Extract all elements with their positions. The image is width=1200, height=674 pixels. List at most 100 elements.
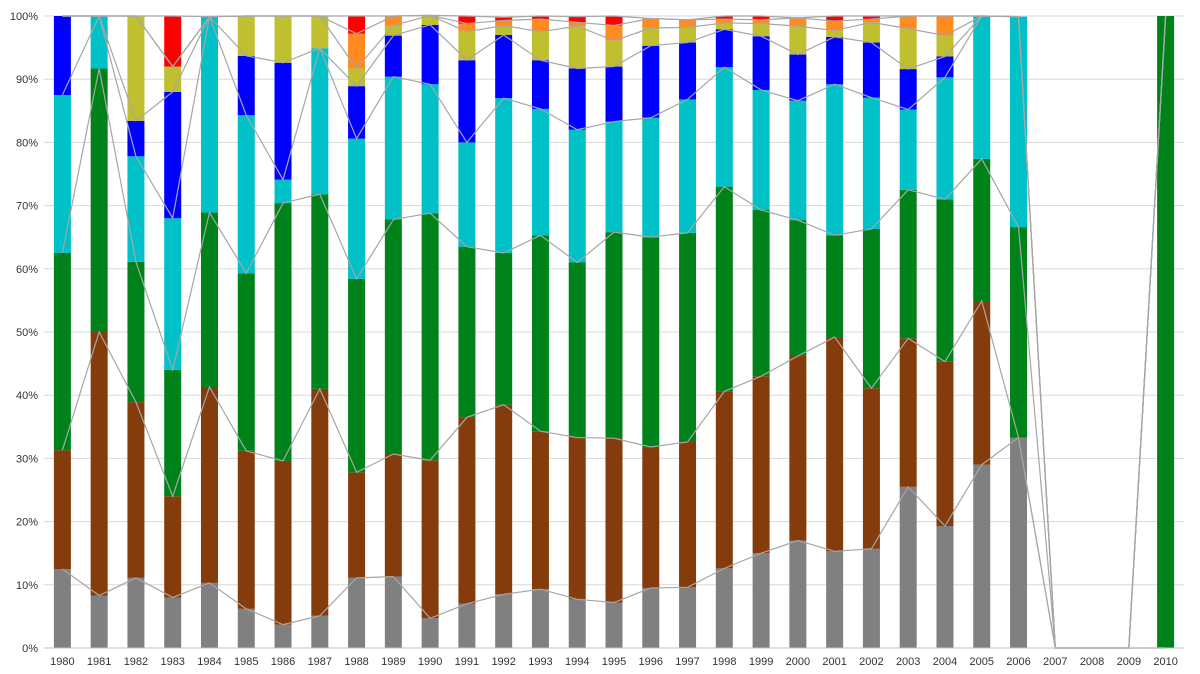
x-tick-label: 1996 xyxy=(639,656,663,668)
x-tick-label: 2000 xyxy=(786,656,810,668)
bar-segment-2003-s1 xyxy=(899,486,917,648)
bar-segment-1993-s5 xyxy=(531,60,549,109)
series-line-1 xyxy=(62,436,1166,649)
bar-segment-1992-s6 xyxy=(495,25,513,35)
series-line-3 xyxy=(61,15,1167,649)
bar-segment-1985-s6 xyxy=(237,16,255,56)
bar-segment-1982-s6 xyxy=(127,16,145,121)
x-tick-label: 2005 xyxy=(969,656,993,668)
bar-segment-1994-s2 xyxy=(568,437,586,600)
bar-segment-1992-s3 xyxy=(495,253,513,405)
bar-segment-1996-s5 xyxy=(642,45,660,118)
x-axis-tick-labels: 1980 1981 1982 1983 1984 1985 1986 1987 1988 1989… xyxy=(50,656,1178,668)
bar-segment-2003-s5 xyxy=(899,69,917,110)
bar-segment-1990-s2 xyxy=(421,460,439,619)
bar-segment-1983-s5 xyxy=(164,91,182,219)
bar-segment-1994-s8 xyxy=(568,16,586,23)
x-tick-label: 1993 xyxy=(528,656,552,668)
series-line-2 xyxy=(61,299,1166,649)
bar-segment-2000-s3 xyxy=(789,220,807,357)
bar-segment-1998-s2 xyxy=(715,391,733,569)
bar-segment-2000-s5 xyxy=(789,54,807,101)
bar-segment-2002-s7 xyxy=(862,19,880,23)
bar-segment-1992-s1 xyxy=(495,594,513,648)
bar-segment-1983-s2 xyxy=(164,496,182,598)
bar-segment-1999-s3 xyxy=(752,210,770,377)
bar-segment-1989-s3 xyxy=(384,219,402,454)
bar-segment-1981-s1 xyxy=(90,595,108,648)
x-tick-label: 1991 xyxy=(455,656,479,668)
bar-segment-1991-s5 xyxy=(458,60,476,143)
x-tick-label: 1988 xyxy=(344,656,368,668)
bar-segment-1981-s4 xyxy=(90,16,108,69)
y-tick-label: 60% xyxy=(16,264,38,276)
bar-segment-1990-s1 xyxy=(421,618,439,648)
bar-segment-2000-s6 xyxy=(789,26,807,55)
bar-segment-2001-s3 xyxy=(826,235,844,338)
bar-segment-2004-s7 xyxy=(936,16,954,36)
bar-segment-1993-s6 xyxy=(531,31,549,61)
bar-segment-1982-s4 xyxy=(127,156,145,262)
bar-segment-2005-s1 xyxy=(973,464,991,648)
bar-segment-2001-s7 xyxy=(826,21,844,31)
bar-segment-1988-s4 xyxy=(348,138,366,279)
bar-segment-1988-s2 xyxy=(348,472,366,578)
bar-segment-2001-s4 xyxy=(826,84,844,236)
bar-segment-1998-s8 xyxy=(715,16,733,20)
bar-segment-1990-s4 xyxy=(421,84,439,214)
bar-segment-1988-s7 xyxy=(348,33,366,69)
bar-segment-1985-s1 xyxy=(237,608,255,648)
y-tick-label: 100% xyxy=(10,11,38,23)
bar-segment-1981-s2 xyxy=(90,332,108,596)
bar-segment-1995-s1 xyxy=(605,602,623,648)
y-tick-label: 70% xyxy=(16,201,38,213)
bar-segment-2005-s3 xyxy=(973,158,991,302)
bar-segment-2001-s1 xyxy=(826,551,844,648)
bar-segment-2002-s6 xyxy=(862,22,880,43)
bar-segment-1984-s2 xyxy=(200,386,218,583)
bar-segment-2000-s2 xyxy=(789,356,807,541)
bar-segment-1982-s3 xyxy=(127,261,145,403)
bar-segment-1994-s5 xyxy=(568,68,586,130)
bar-segment-1980-s4 xyxy=(53,95,71,253)
bar-segment-2002-s1 xyxy=(862,548,880,648)
y-tick-label: 30% xyxy=(16,453,38,465)
x-tick-label: 1999 xyxy=(749,656,773,668)
bar-segment-1992-s2 xyxy=(495,404,513,595)
bar-segment-2000-s7 xyxy=(789,17,807,27)
bar-segment-1989-s6 xyxy=(384,25,402,36)
bar-segment-2001-s8 xyxy=(826,16,844,22)
bar-segment-1980-s3 xyxy=(53,253,71,451)
bar-segment-1984-s4 xyxy=(200,16,218,213)
y-tick-label: 0% xyxy=(22,643,38,655)
bar-segment-1987-s4 xyxy=(311,48,329,195)
x-tick-label: 2004 xyxy=(933,656,957,668)
bar-segment-1998-s7 xyxy=(715,19,733,23)
x-tick-label: 2003 xyxy=(896,656,920,668)
bar-segment-1999-s8 xyxy=(752,16,770,20)
bar-segment-2004-s2 xyxy=(936,361,954,527)
x-tick-label: 1987 xyxy=(308,656,332,668)
bar-segment-1986-s6 xyxy=(274,16,292,63)
bar-segment-1997-s6 xyxy=(679,27,697,43)
bar-segment-1986-s3 xyxy=(274,203,292,461)
bar-segment-1995-s3 xyxy=(605,232,623,439)
bar-segment-1995-s4 xyxy=(605,121,623,233)
x-tick-label: 1985 xyxy=(234,656,258,668)
bar-segment-1980-s1 xyxy=(53,569,71,648)
bar-segment-1986-s5 xyxy=(274,62,292,180)
bar-segment-2004-s3 xyxy=(936,199,954,362)
x-tick-label: 1998 xyxy=(712,656,736,668)
bar-segment-2004-s6 xyxy=(936,35,954,57)
bar-segment-1985-s4 xyxy=(237,115,255,274)
bar-segment-1982-s2 xyxy=(127,402,145,578)
bar-segment-2003-s6 xyxy=(899,28,917,70)
bar-segment-1991-s8 xyxy=(458,16,476,24)
bar-segment-2000-s4 xyxy=(789,100,807,221)
bar-segment-1997-s3 xyxy=(679,232,697,442)
bar-segment-1993-s7 xyxy=(531,19,549,32)
bar-segment-1992-s5 xyxy=(495,34,513,99)
x-tick-label: 2008 xyxy=(1080,656,1104,668)
bar-segment-1997-s4 xyxy=(679,99,697,233)
bar-segment-2006-s4 xyxy=(1010,16,1028,228)
